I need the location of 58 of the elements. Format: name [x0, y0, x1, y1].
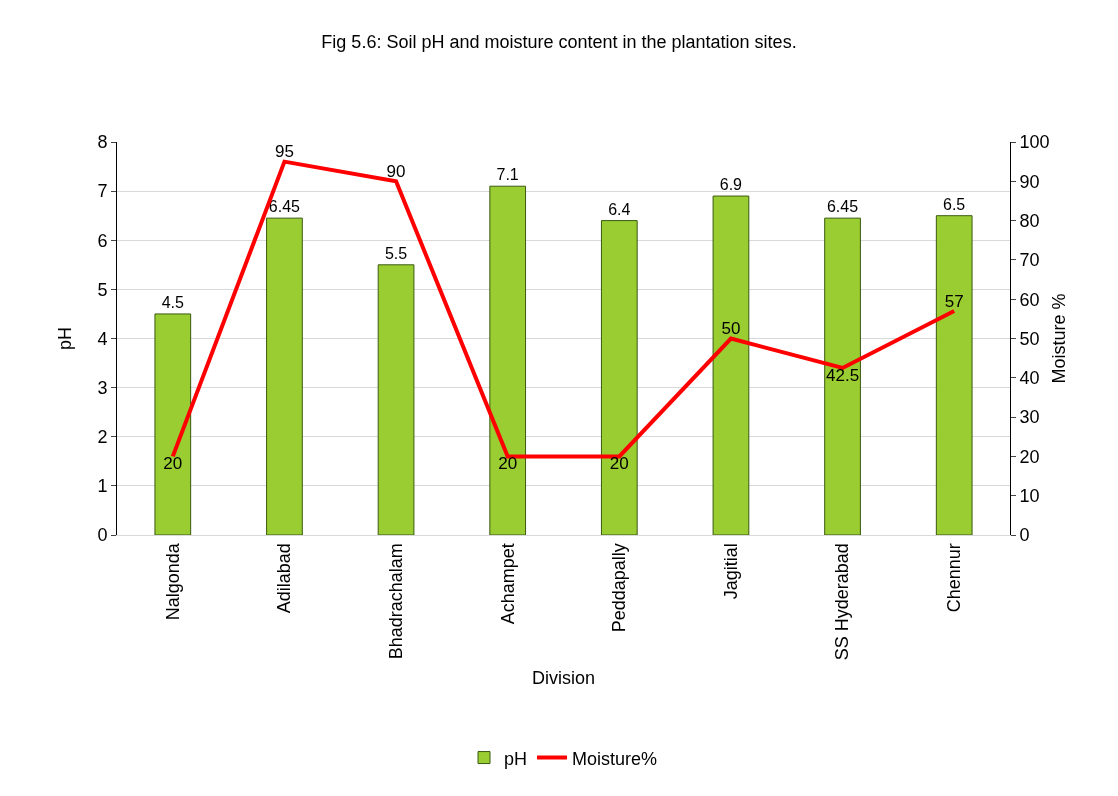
- data-label: 50: [721, 319, 741, 339]
- data-label: 7.1: [496, 166, 519, 184]
- data-label: 57: [944, 291, 964, 311]
- x-tick-label: SS Hyderabad: [832, 543, 853, 661]
- data-label: 6.4: [608, 200, 631, 218]
- bar: [489, 185, 527, 535]
- y2-tick-label: 30: [1019, 407, 1040, 428]
- bar: [266, 217, 303, 535]
- data-label: 20: [498, 454, 518, 474]
- data-label: 90: [386, 162, 406, 182]
- x-tick-label: Jagitial: [720, 543, 741, 600]
- y2-tick-label: 70: [1019, 250, 1040, 271]
- y2-tick-label: 100: [1019, 132, 1050, 153]
- x-tick-label: Nalgonda: [162, 542, 183, 621]
- data-label: 4.5: [161, 293, 184, 311]
- bar: [935, 215, 973, 535]
- legend-label: Moisture%: [572, 748, 658, 769]
- data-label: 5.5: [384, 244, 408, 262]
- y-axis-title: pH: [55, 326, 75, 351]
- bar: [712, 195, 750, 535]
- y-tick-label: 3: [97, 377, 108, 398]
- data-label: 6.5: [943, 195, 966, 213]
- y-tick-label: 8: [97, 132, 108, 153]
- y-tick-label: 6: [97, 230, 108, 251]
- x-axis-title: Division: [531, 668, 596, 689]
- y-tick-label: 0: [97, 525, 108, 546]
- bar: [600, 220, 638, 535]
- y2-tick-label: 80: [1019, 210, 1040, 231]
- x-tick-label: Bhadrachalam: [385, 543, 406, 660]
- bar: [377, 264, 415, 535]
- y2-tick-label: 40: [1019, 368, 1040, 389]
- data-label: 95: [274, 142, 294, 162]
- y2-tick-label: 0: [1019, 525, 1030, 546]
- bar: [824, 217, 861, 535]
- chart-title: Fig 5.6: Soil pH and moisture content in the plantation sites.: [321, 32, 797, 53]
- data-label: 20: [163, 454, 183, 474]
- x-tick-label: Peddapally: [609, 543, 630, 633]
- y-tick-label: 7: [97, 181, 108, 202]
- bar: [154, 313, 192, 535]
- y-tick-label: 1: [97, 476, 108, 497]
- y2-tick-label: 90: [1019, 171, 1040, 192]
- data-label: 20: [609, 454, 629, 474]
- x-tick-label: Adilabad: [274, 543, 295, 614]
- y2-tick-label: 20: [1019, 446, 1040, 467]
- y2-tick-label: 60: [1019, 289, 1040, 310]
- data-label: 6.45: [826, 198, 859, 216]
- y2-tick-label: 50: [1019, 328, 1040, 349]
- data-label: 6.45: [268, 198, 301, 216]
- legend-label: pH: [504, 748, 528, 769]
- x-tick-label: Chennur: [944, 543, 965, 613]
- y-tick-label: 5: [97, 279, 108, 300]
- data-label: 42.5: [826, 365, 860, 385]
- y2-tick-label: 10: [1019, 486, 1040, 506]
- y-tick-label: 4: [97, 328, 108, 349]
- data-label: 6.9: [719, 176, 743, 194]
- y2-axis-title: Moisture %: [1049, 293, 1069, 384]
- y-tick-label: 2: [97, 427, 108, 448]
- x-tick-label: Achampet: [497, 543, 518, 625]
